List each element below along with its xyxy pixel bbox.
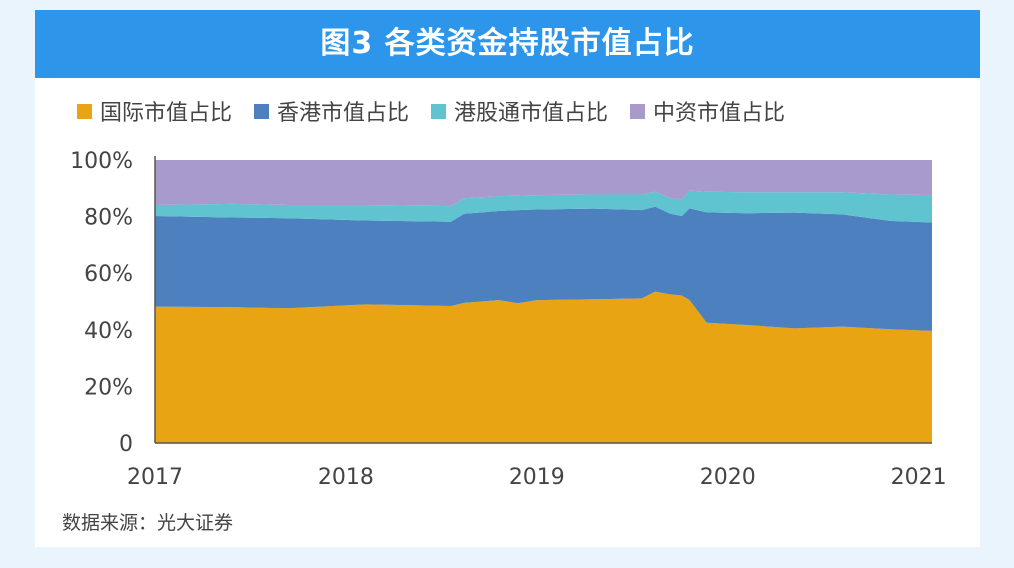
legend-item: 国际市值占比 bbox=[77, 95, 232, 127]
chart-title: 图3 各类资金持股市值占比 bbox=[35, 10, 980, 78]
x-tick-label: 2019 bbox=[509, 465, 565, 490]
legend-swatch bbox=[77, 103, 92, 119]
legend-label: 香港市值占比 bbox=[277, 101, 410, 126]
area-series-2 bbox=[155, 190, 932, 223]
y-tick-label: 40% bbox=[84, 319, 133, 344]
x-tick-label: 2018 bbox=[318, 465, 374, 490]
legend-label: 中资市值占比 bbox=[653, 101, 786, 126]
x-tick-label: 2020 bbox=[700, 465, 756, 490]
legend-label: 港股通市值占比 bbox=[454, 101, 609, 126]
legend-item: 港股通市值占比 bbox=[431, 95, 608, 127]
x-tick-label: 2017 bbox=[127, 465, 183, 490]
legend-item: 中资市值占比 bbox=[630, 95, 785, 127]
y-tick-label: 0 bbox=[119, 432, 133, 457]
y-tick-label: 80% bbox=[84, 206, 133, 231]
y-tick-label: 60% bbox=[84, 262, 133, 287]
y-tick-label: 100% bbox=[70, 149, 133, 174]
legend-label: 国际市值占比 bbox=[100, 101, 233, 126]
legend-item: 香港市值占比 bbox=[254, 95, 409, 127]
x-tick-label: 2021 bbox=[891, 465, 947, 490]
area-series-3 bbox=[155, 160, 932, 207]
source-note: 数据来源：光大证券 bbox=[62, 512, 234, 534]
legend-swatch bbox=[431, 103, 447, 119]
legend-swatch bbox=[254, 103, 270, 119]
legend: 国际市值占比 香港市值占比 港股通市值占比 中资市值占比 bbox=[77, 96, 807, 126]
legend-swatch bbox=[630, 103, 646, 119]
y-tick-label: 20% bbox=[84, 375, 133, 400]
area-series-1 bbox=[155, 206, 932, 331]
area-series-0 bbox=[155, 291, 932, 443]
